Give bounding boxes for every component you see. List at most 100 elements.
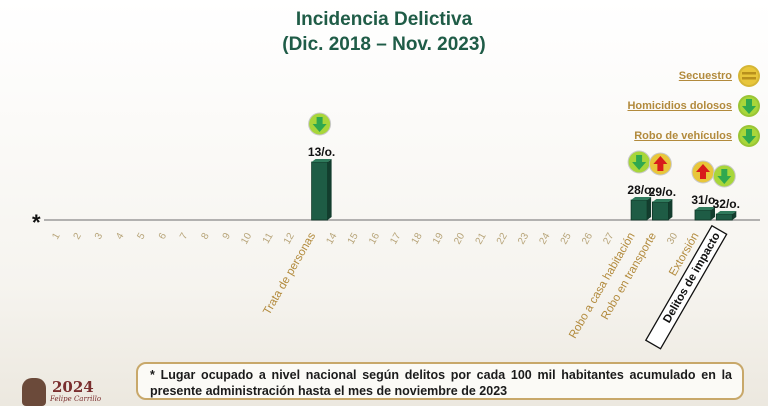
tick-text: 23: [516, 231, 531, 247]
arrow-up-icon: [648, 152, 672, 176]
tick-label: 6: [157, 231, 170, 242]
bar-top: [652, 199, 673, 202]
logo-subtext: Felipe Carrillo: [50, 395, 102, 403]
logo-text: 2024: [52, 378, 94, 396]
arrow-down-icon: [308, 112, 332, 136]
tick-label: 2: [72, 231, 85, 242]
bar-side: [327, 159, 332, 220]
tick-label: 15: [346, 231, 361, 247]
bar-top: [311, 159, 332, 162]
tick-text: 6: [157, 231, 170, 242]
legend-label: Secuestro: [678, 70, 732, 82]
arrow-down-icon: [712, 164, 736, 188]
bar-side: [668, 199, 673, 220]
bar: [715, 213, 733, 221]
bar-side: [711, 207, 715, 220]
tick-text: 20: [452, 231, 467, 247]
tick-text: 14: [324, 231, 339, 247]
tick-text: 24: [537, 231, 552, 247]
tick-label: 9: [221, 231, 234, 242]
bar-label: 31/o.: [691, 193, 718, 207]
tick-text: 1: [50, 231, 63, 242]
arrow-down-icon: [627, 150, 651, 174]
tick-label: 23: [516, 231, 531, 247]
bar-group: 28/o.: [627, 150, 655, 221]
legend-item-robo-vehiculos: Robo de vehículos: [634, 124, 760, 148]
tick-label: 3: [93, 231, 106, 242]
arrow-down-icon: [738, 125, 760, 147]
legend-label: Robo de vehículos: [634, 130, 732, 142]
tick-label: 18: [410, 231, 425, 247]
bar-top: [716, 211, 737, 214]
tick-text: 4: [114, 231, 127, 242]
tick-label: 14: [324, 231, 339, 247]
tick-label: 24: [537, 231, 552, 247]
tick-text: 2: [72, 231, 85, 242]
tick-text: 7: [178, 231, 191, 242]
tick-text: 5: [135, 231, 148, 242]
tick-text: 17: [388, 231, 403, 247]
tick-label: 19: [431, 231, 446, 247]
bar-group: 13/o.: [308, 112, 335, 221]
bar: [311, 161, 329, 221]
tick-text: 16: [367, 231, 382, 247]
tick-text: 19: [431, 231, 446, 247]
tick-text: 27: [601, 231, 616, 247]
tick-text: 15: [346, 231, 361, 247]
tick-label: 26: [580, 231, 595, 247]
bar-label: 28/o.: [627, 183, 654, 197]
tick-label: 16: [367, 231, 382, 247]
logo: 2024 Felipe Carrillo: [22, 376, 132, 406]
bar-group: 31/o.: [691, 160, 719, 221]
tick-text: 18: [410, 231, 425, 247]
arrow-down-icon: [738, 95, 760, 117]
tick-label: 5: [135, 231, 148, 242]
tick-text: 25: [559, 231, 574, 247]
bar-label: 29/o.: [649, 185, 676, 199]
bar: [630, 199, 648, 221]
tick-label: 11: [261, 231, 276, 246]
tick-label: 25: [559, 231, 574, 247]
tick-text: 26: [580, 231, 595, 247]
tick-label: 12: [282, 231, 297, 247]
tick-text: 22: [495, 231, 510, 247]
bar-top: [695, 207, 715, 210]
tick-label: 21: [474, 231, 489, 247]
tick-text: 9: [221, 231, 234, 242]
tick-label: 17: [388, 231, 403, 247]
bar: [694, 209, 712, 221]
equal-icon: [738, 65, 760, 87]
legend-item-secuestro: Secuestro: [679, 64, 760, 88]
tick-label: 10: [239, 231, 254, 247]
axis-marker: *: [32, 210, 41, 235]
tick-text: 10: [239, 231, 254, 247]
tick-label: 4: [114, 231, 127, 242]
tick-label: 22: [495, 231, 510, 247]
tick-label: 8: [199, 231, 212, 242]
bar-top: [631, 197, 652, 200]
tick-label: 20: [452, 231, 467, 247]
chart-title: Incidencia Delictiva: [295, 9, 473, 30]
highlight-box: [644, 224, 728, 350]
tick-text: 11: [261, 231, 276, 246]
legend-item-homicidios: Homicidios dolosos: [627, 94, 760, 118]
legend-label: Homicidios dolosos: [627, 100, 732, 112]
bar-label: 32/o.: [713, 197, 740, 211]
tick-label: 30: [665, 231, 680, 247]
bar: [652, 201, 669, 221]
tick-label: 7: [178, 231, 191, 242]
bar-group: 32/o.: [712, 164, 740, 221]
tick-text: 8: [199, 231, 212, 242]
tick-text: 3: [93, 231, 106, 242]
tick-label: 27: [601, 231, 616, 247]
bar-side: [647, 197, 652, 220]
arrow-up-icon: [691, 160, 715, 184]
tick-text: 21: [474, 231, 489, 247]
tick-label: 1: [50, 231, 63, 242]
tick-text: 12: [282, 231, 297, 247]
chart-subtitle: (Dic. 2018 – Nov. 2023): [282, 34, 486, 55]
tick-text: 30: [665, 231, 680, 247]
bar-label: 13/o.: [308, 145, 335, 159]
bar-group: 29/o.: [648, 152, 676, 221]
